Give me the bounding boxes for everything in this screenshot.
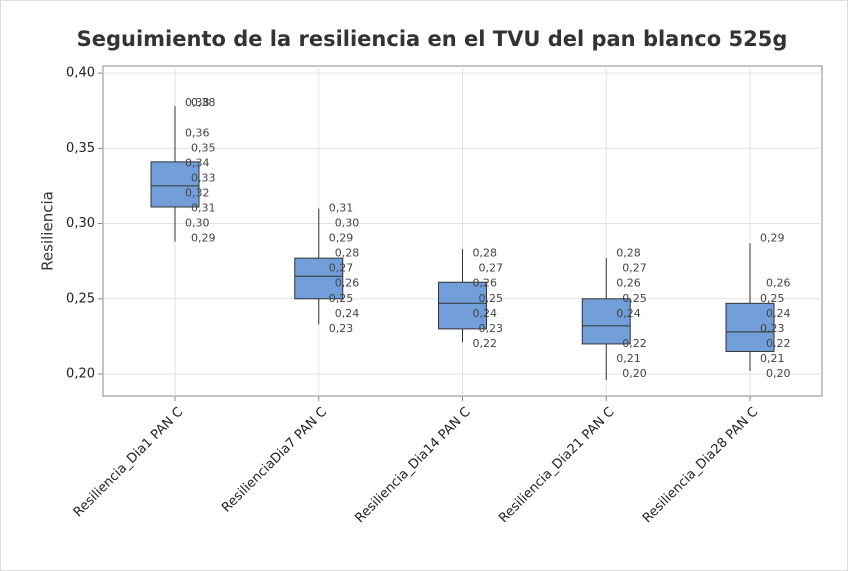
y-axis-label: Resiliencia xyxy=(39,191,57,271)
point-label: 0,29 xyxy=(329,232,354,245)
point-label: 0,24 xyxy=(473,307,498,320)
point-label: 0,31 xyxy=(191,202,216,215)
point-label: 0,30 xyxy=(185,217,210,230)
point-label: 0,35 xyxy=(191,141,216,154)
chart-title: Seguimiento de la resiliencia en el TVU … xyxy=(77,27,788,51)
y-tick-label: 0,35 xyxy=(66,141,95,156)
point-label: 0,22 xyxy=(473,337,498,350)
box xyxy=(438,281,487,330)
point-label: 0,25 xyxy=(479,292,504,305)
point-label: 0,26 xyxy=(616,277,641,290)
point-label: 0,34 xyxy=(185,156,210,169)
point-label: 0,38 xyxy=(191,96,216,109)
point-label: 0,28 xyxy=(473,247,498,260)
point-label: 0,27 xyxy=(479,262,504,275)
box xyxy=(725,302,775,352)
point-label: 0,20 xyxy=(622,367,647,380)
point-label: 0,22 xyxy=(622,337,647,350)
point-label: 0,25 xyxy=(760,292,785,305)
point-label: 0,25 xyxy=(329,292,354,305)
point-label: 0,38 xyxy=(185,96,210,109)
point-label: 0,32 xyxy=(185,186,210,199)
y-tick-label: 0,20 xyxy=(66,367,95,382)
point-label: 0,28 xyxy=(616,247,641,260)
point-label: 0,26 xyxy=(335,277,360,290)
point-label: 0,25 xyxy=(622,292,647,305)
point-label: 0,21 xyxy=(760,352,785,365)
point-label: 0,26 xyxy=(473,277,498,290)
point-label: 0,33 xyxy=(191,171,216,184)
box xyxy=(294,257,344,300)
point-label: 0,27 xyxy=(329,262,354,275)
y-tick-label: 0,30 xyxy=(66,216,95,231)
y-tick-label: 0,40 xyxy=(66,66,95,81)
point-label: 0,36 xyxy=(185,126,210,139)
point-label: 0,23 xyxy=(329,322,354,335)
point-label: 0,23 xyxy=(479,322,504,335)
point-label: 0,30 xyxy=(335,217,360,230)
point-label: 0,24 xyxy=(616,307,641,320)
point-label: 0,21 xyxy=(616,352,641,365)
box xyxy=(581,298,631,345)
point-label: 0,31 xyxy=(329,202,354,215)
point-label: 0,28 xyxy=(335,247,360,260)
point-label: 0,24 xyxy=(766,307,791,320)
point-label: 0,27 xyxy=(622,262,647,275)
point-label: 0,24 xyxy=(335,307,360,320)
point-label: 0,20 xyxy=(766,367,791,380)
point-label: 0,29 xyxy=(760,232,785,245)
point-label: 0,29 xyxy=(191,232,216,245)
point-label: 0,23 xyxy=(760,322,785,335)
point-label: 0,26 xyxy=(766,277,791,290)
box xyxy=(150,161,200,208)
y-tick-label: 0,25 xyxy=(66,291,95,306)
point-label: 0,22 xyxy=(766,337,791,350)
